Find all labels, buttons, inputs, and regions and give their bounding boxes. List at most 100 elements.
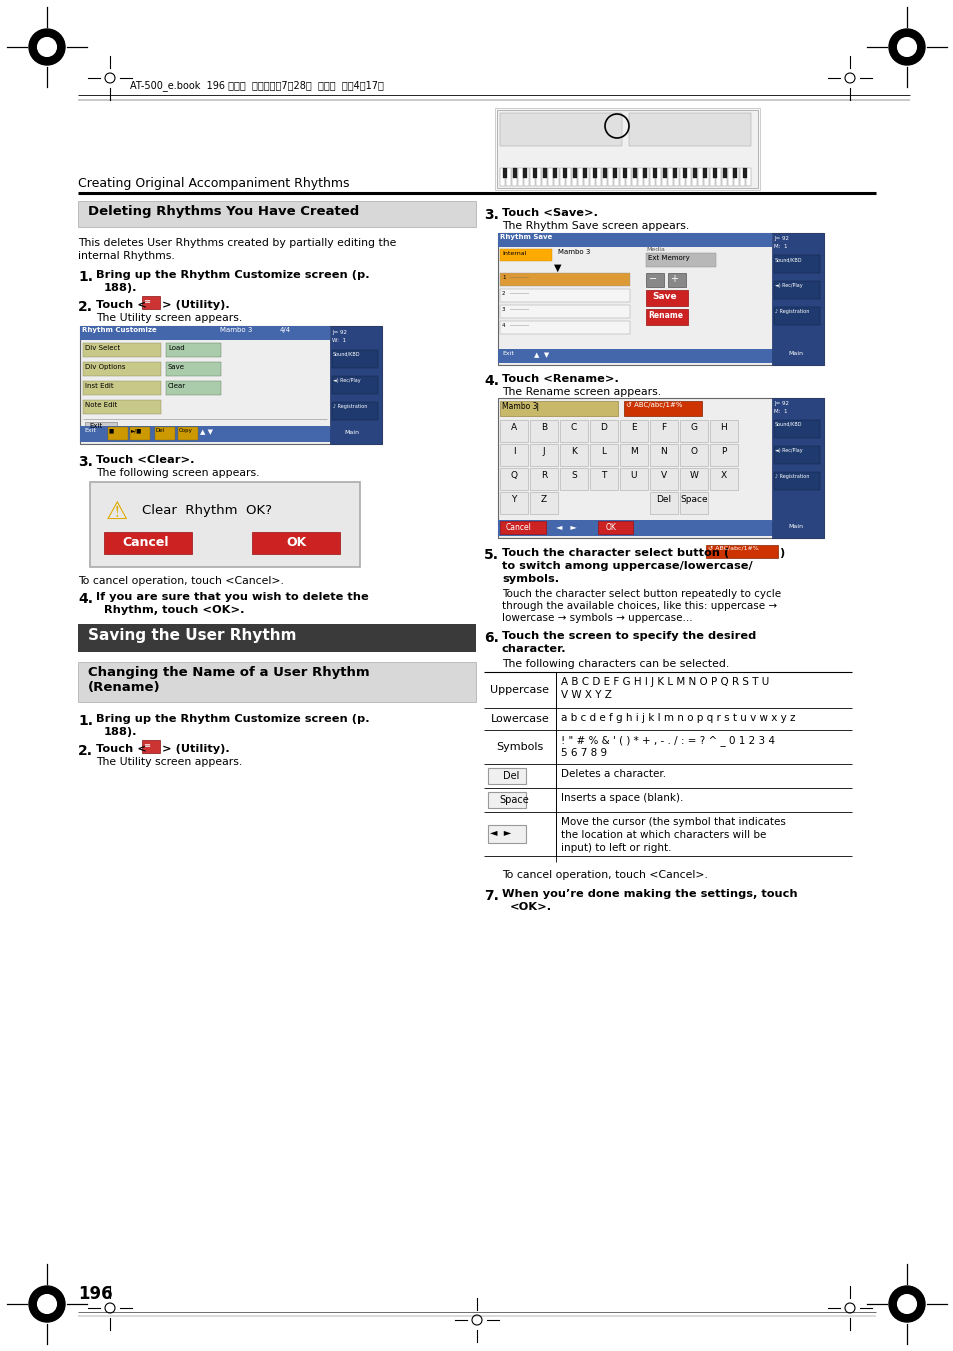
Text: ----------: ---------- xyxy=(510,307,530,312)
Bar xyxy=(589,420,618,442)
Text: Copy: Copy xyxy=(179,428,193,434)
Bar xyxy=(495,108,760,190)
Bar xyxy=(530,492,558,513)
Text: L: L xyxy=(601,447,606,457)
Text: Space: Space xyxy=(679,494,707,504)
Text: The Utility screen appears.: The Utility screen appears. xyxy=(96,313,242,323)
Text: S: S xyxy=(571,471,577,480)
Text: Deleting Rhythms You Have Created: Deleting Rhythms You Have Created xyxy=(88,205,359,218)
Bar xyxy=(672,168,677,178)
Bar xyxy=(745,168,750,186)
Bar xyxy=(559,467,587,490)
Bar xyxy=(709,168,714,186)
Bar xyxy=(691,168,697,186)
Bar xyxy=(643,168,648,186)
Text: Uppercase: Uppercase xyxy=(490,685,549,694)
Text: Y: Y xyxy=(511,494,517,504)
Text: a b c d e f g h i j k l m n o p q r s t u v w x y z: a b c d e f g h i j k l m n o p q r s t … xyxy=(560,713,795,723)
Bar xyxy=(709,467,738,490)
Bar xyxy=(166,381,221,394)
Text: 3.: 3. xyxy=(78,455,92,469)
Bar xyxy=(497,399,823,538)
Text: P: P xyxy=(720,447,726,457)
Bar xyxy=(252,532,339,554)
Bar xyxy=(667,273,685,286)
Bar xyxy=(497,232,771,247)
Bar xyxy=(130,427,150,440)
Text: Rhythm Save: Rhythm Save xyxy=(499,234,552,240)
Text: Saving the User Rhythm: Saving the User Rhythm xyxy=(88,628,296,643)
Bar xyxy=(553,168,557,178)
Text: V: V xyxy=(660,471,666,480)
Text: Q: Q xyxy=(510,471,517,480)
Text: ↺ ABC/abc/1#%: ↺ ABC/abc/1#% xyxy=(625,403,681,408)
Text: 5 6 7 8 9: 5 6 7 8 9 xyxy=(560,748,606,758)
Bar xyxy=(142,296,160,309)
Bar xyxy=(104,532,192,554)
Bar xyxy=(513,168,517,178)
Bar xyxy=(530,467,558,490)
Bar xyxy=(499,444,527,466)
Bar xyxy=(83,400,161,413)
Bar xyxy=(645,309,687,326)
Text: ----------: ---------- xyxy=(510,290,530,296)
Text: ----------: ---------- xyxy=(510,276,530,280)
Text: If you are sure that you wish to delete the: If you are sure that you wish to delete … xyxy=(96,592,369,603)
Text: 2: 2 xyxy=(501,290,505,296)
Text: ----------: ---------- xyxy=(510,323,530,328)
Bar xyxy=(517,168,522,186)
Bar xyxy=(649,168,655,186)
Bar xyxy=(722,168,726,178)
Text: Changing the Name of a User Rhythm: Changing the Name of a User Rhythm xyxy=(88,666,369,680)
Text: Inserts a space (blank).: Inserts a space (blank). xyxy=(560,793,682,802)
Bar xyxy=(330,326,381,444)
Text: F: F xyxy=(660,423,666,432)
Bar xyxy=(649,420,678,442)
Bar xyxy=(598,521,633,534)
Bar xyxy=(740,168,744,186)
Bar xyxy=(488,825,525,843)
Text: 6.: 6. xyxy=(483,631,498,644)
Text: To cancel operation, touch <Cancel>.: To cancel operation, touch <Cancel>. xyxy=(501,870,707,880)
Text: ◄) Rec/Play: ◄) Rec/Play xyxy=(774,282,801,288)
Bar xyxy=(638,168,642,186)
Text: Move the cursor (the symbol that indicates: Move the cursor (the symbol that indicat… xyxy=(560,817,785,827)
Bar xyxy=(682,168,686,178)
Bar xyxy=(497,520,771,536)
Bar xyxy=(703,168,708,186)
Text: ◄   ►: ◄ ► xyxy=(556,523,577,532)
Text: Z: Z xyxy=(540,494,546,504)
Text: V W X Y Z: V W X Y Z xyxy=(560,690,611,700)
Bar xyxy=(554,168,558,186)
Bar xyxy=(633,168,637,178)
Bar xyxy=(712,168,717,178)
Text: −: − xyxy=(648,274,657,284)
Text: 2.: 2. xyxy=(78,744,92,758)
Bar xyxy=(619,168,624,186)
Bar xyxy=(589,168,595,186)
Bar xyxy=(80,426,330,442)
Text: the location at which characters will be: the location at which characters will be xyxy=(560,830,765,840)
Bar xyxy=(499,521,545,534)
Bar xyxy=(679,444,707,466)
Text: Exit: Exit xyxy=(89,423,102,430)
Text: Lowercase: Lowercase xyxy=(490,713,549,724)
Bar xyxy=(596,168,600,186)
Bar xyxy=(85,422,117,435)
Bar xyxy=(771,521,821,536)
Bar xyxy=(499,322,629,334)
Text: 1.: 1. xyxy=(78,713,92,728)
Bar xyxy=(562,168,566,178)
Bar xyxy=(166,362,221,376)
Text: M:  1: M: 1 xyxy=(773,409,786,413)
Text: T: T xyxy=(600,471,606,480)
Text: Media: Media xyxy=(645,247,664,253)
Bar xyxy=(716,168,720,186)
Text: Symbols: Symbols xyxy=(496,742,543,753)
Bar xyxy=(83,343,161,357)
Text: G: G xyxy=(690,423,697,432)
Text: ◄  ►: ◄ ► xyxy=(490,828,511,838)
Text: Save: Save xyxy=(168,363,185,370)
Bar xyxy=(652,168,657,178)
Circle shape xyxy=(29,28,65,65)
